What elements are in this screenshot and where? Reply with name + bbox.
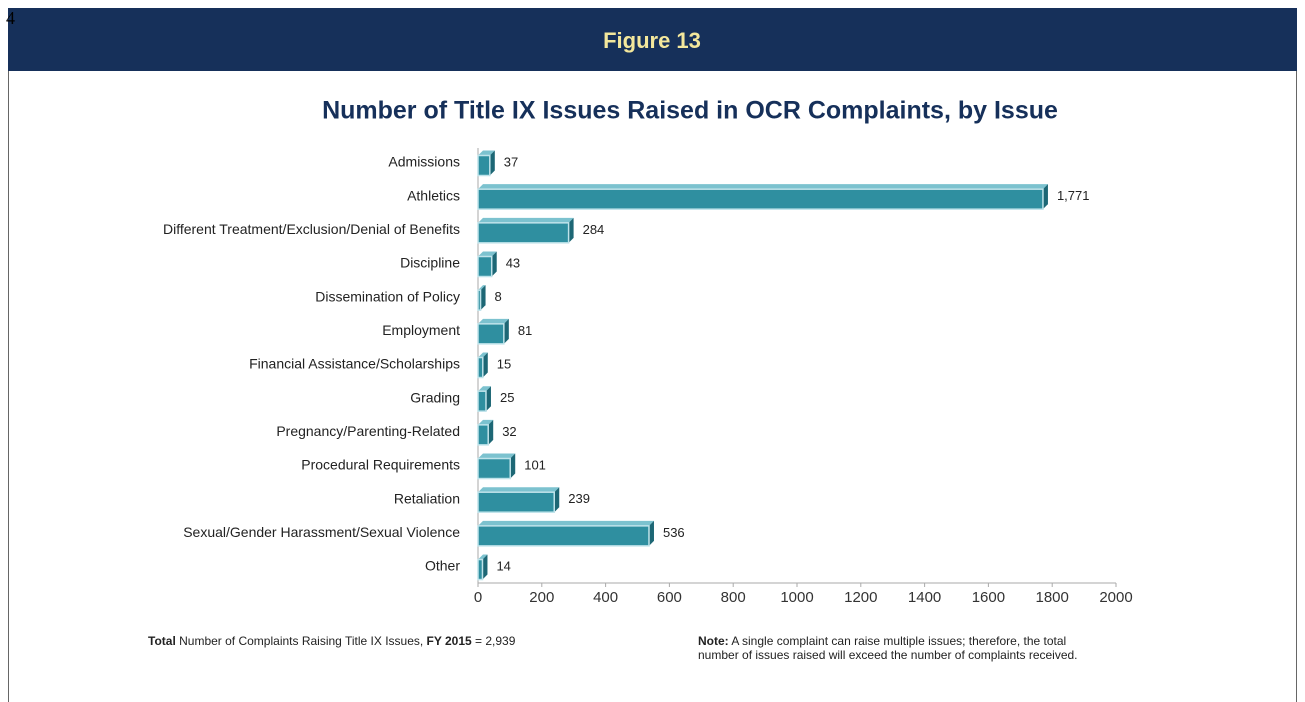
bar-top: [478, 453, 516, 459]
footnote-part: = 2,939: [472, 634, 516, 648]
note-line: number of issues raised will exceed the …: [698, 648, 1078, 662]
value-label: 15: [497, 356, 511, 371]
category-label: Pregnancy/Parenting-Related: [276, 423, 460, 439]
bar: [477, 188, 1044, 210]
bar: [477, 491, 555, 513]
bar-top: [478, 419, 494, 425]
bar-top: [478, 251, 497, 257]
footnote-part: Number of Complaints Raising Title IX Is…: [176, 634, 427, 648]
value-label: 101: [524, 457, 546, 472]
bar: [477, 222, 570, 244]
bar: [477, 424, 489, 446]
bar-top: [478, 386, 491, 392]
footnote-part: Total: [148, 634, 176, 648]
value-label: 8: [495, 289, 502, 304]
category-label: Employment: [382, 322, 460, 338]
bar: [477, 154, 491, 177]
footnote-part: FY 2015: [427, 634, 472, 648]
bar-side: [510, 453, 516, 479]
category-label: Athletics: [407, 187, 460, 203]
bar-top: [478, 150, 495, 156]
page-number: 4: [6, 8, 15, 28]
category-label: Other: [425, 558, 460, 574]
x-tick-label: 1000: [780, 589, 813, 606]
bar-side: [489, 150, 495, 176]
bar-side: [1042, 184, 1048, 210]
note-line: A single complaint can raise multiple is…: [729, 634, 1067, 648]
category-label: Dissemination of Policy: [315, 288, 460, 304]
bar: [477, 356, 484, 379]
value-label: 37: [504, 154, 518, 169]
note-label: Note:: [698, 634, 729, 648]
x-tick-label: 1200: [844, 589, 877, 606]
bar-top: [478, 217, 574, 223]
x-tick-label: 1800: [1036, 589, 1069, 606]
bar-side: [482, 352, 488, 378]
bar-side: [491, 251, 497, 277]
header-bar: [8, 8, 1297, 71]
category-label: Retaliation: [394, 490, 460, 506]
bar-top: [478, 285, 486, 291]
bar-side: [554, 487, 560, 513]
bar: [477, 289, 482, 311]
x-tick-label: 1600: [972, 589, 1005, 606]
figure-label: Figure 13: [603, 28, 701, 53]
chart-title: Number of Title IX Issues Raised in OCR …: [322, 97, 1058, 125]
bar-top: [478, 487, 560, 493]
x-tick-label: 2000: [1099, 589, 1132, 606]
bar: [477, 457, 511, 480]
category-label: Sexual/Gender Harassment/Sexual Violence: [183, 524, 460, 540]
category-label: Financial Assistance/Scholarships: [249, 356, 460, 372]
value-label: 239: [568, 491, 590, 506]
category-label: Admissions: [388, 154, 460, 170]
category-label: Discipline: [400, 255, 460, 271]
bar: [477, 390, 487, 412]
bar-side: [482, 554, 488, 580]
bar-top: [478, 352, 488, 358]
bar-side: [648, 520, 654, 546]
bar-side: [488, 419, 494, 445]
value-label: 25: [500, 390, 514, 405]
value-label: 284: [583, 222, 605, 237]
x-tick-label: 0: [474, 589, 482, 606]
footnote: Total Number of Complaints Raising Title…: [148, 634, 516, 648]
value-label: 1,771: [1057, 188, 1090, 203]
note: Note: A single complaint can raise multi…: [698, 634, 1066, 648]
value-label: 43: [506, 255, 520, 270]
bar: [477, 323, 505, 345]
category-label: Grading: [410, 389, 460, 405]
value-label: 32: [502, 424, 516, 439]
bar-side: [503, 318, 509, 344]
x-tick-label: 800: [721, 589, 746, 606]
bar-top: [478, 554, 488, 560]
category-label: Procedural Requirements: [301, 457, 460, 473]
bar-side: [480, 285, 486, 311]
bar: [477, 558, 484, 581]
x-tick-label: 200: [529, 589, 554, 606]
value-label: 536: [663, 525, 685, 540]
bar-top: [478, 520, 654, 526]
bar-top: [478, 318, 509, 324]
value-label: 14: [496, 558, 510, 573]
x-tick-label: 600: [657, 589, 682, 606]
bar-side: [485, 386, 491, 412]
bar: [477, 525, 650, 547]
x-tick-label: 400: [593, 589, 618, 606]
bar-top: [478, 184, 1048, 190]
x-tick-label: 1400: [908, 589, 941, 606]
bar-side: [568, 217, 574, 243]
value-label: 81: [518, 323, 532, 338]
bar: [477, 255, 493, 278]
category-label: Different Treatment/Exclusion/Denial of …: [163, 221, 460, 237]
